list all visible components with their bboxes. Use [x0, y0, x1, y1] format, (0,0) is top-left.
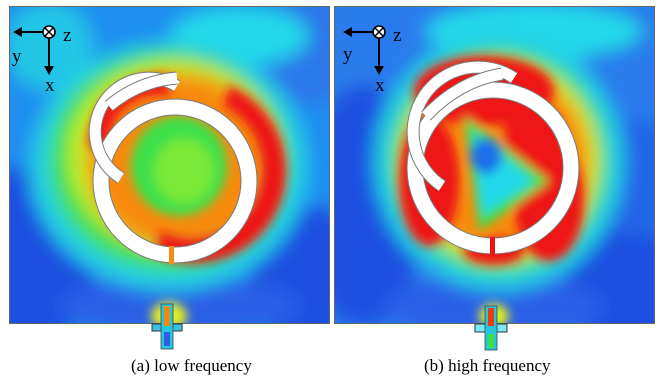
caption-high-frequency: (b) high frequency — [424, 356, 551, 375]
caption-low-frequency: (a) low frequency — [131, 356, 252, 375]
panel-low-frequency: y z x — [9, 6, 331, 356]
field-plot-high-frequency — [334, 6, 655, 351]
axis-label-y: y — [343, 44, 353, 65]
z-into-page-icon — [42, 25, 56, 39]
z-into-page-icon — [372, 25, 386, 39]
axis-label-y: y — [12, 46, 22, 67]
axis-label-x: x — [375, 75, 385, 96]
axis-label-z: z — [63, 25, 72, 46]
axis-label-z: z — [393, 25, 402, 46]
axis-label-x: x — [45, 75, 55, 96]
field-plot-low-frequency — [9, 6, 330, 350]
panel-high-frequency: y z x — [334, 6, 656, 356]
